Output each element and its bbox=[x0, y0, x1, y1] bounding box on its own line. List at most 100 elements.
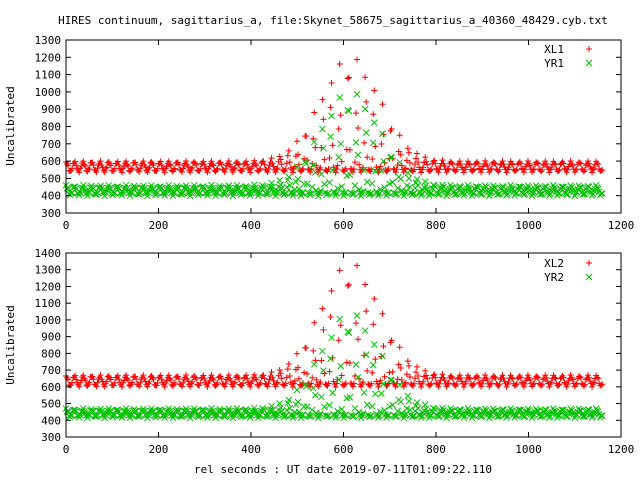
data-point-yr1 bbox=[377, 185, 384, 193]
bottom-plot-marks bbox=[62, 262, 606, 422]
data-point-yr1 bbox=[317, 187, 324, 195]
data-point-yr2 bbox=[340, 414, 348, 422]
data-point-yr2 bbox=[337, 362, 345, 370]
data-point-xl1 bbox=[300, 165, 307, 172]
data-point-xl1 bbox=[283, 160, 290, 167]
bottom-plot: 300 400 500 600 700 800 900 1000 1100 1200 1300 140… bbox=[4, 247, 634, 456]
data-point-xl1 bbox=[431, 157, 438, 164]
data-point-xl2 bbox=[319, 305, 326, 312]
data-point-xl2 bbox=[512, 382, 519, 389]
data-point-yr1 bbox=[421, 178, 429, 185]
data-point-xl1 bbox=[231, 164, 238, 171]
data-point-xl1 bbox=[432, 160, 439, 167]
data-point-xl2 bbox=[247, 383, 254, 390]
data-point-yr1 bbox=[379, 130, 386, 138]
data-point-xl1 bbox=[435, 169, 442, 176]
data-point-xl1 bbox=[103, 164, 110, 171]
data-point-xl2 bbox=[402, 379, 409, 386]
data-point-xl1 bbox=[299, 167, 306, 174]
data-point-yr2 bbox=[369, 361, 377, 369]
data-point-yr2 bbox=[92, 412, 99, 420]
data-point-xl1 bbox=[540, 162, 547, 169]
data-point-yr2 bbox=[371, 390, 379, 398]
data-point-yr1 bbox=[350, 190, 358, 197]
data-point-xl2 bbox=[150, 376, 157, 383]
data-point-xl2 bbox=[296, 375, 303, 382]
data-point-xl1 bbox=[543, 160, 550, 167]
data-point-xl1 bbox=[444, 166, 451, 173]
data-point-xl1 bbox=[377, 163, 384, 170]
data-point-yr2 bbox=[387, 376, 394, 384]
data-point-xl2 bbox=[573, 380, 580, 387]
data-point-xl2 bbox=[235, 375, 242, 382]
data-point-yr1 bbox=[301, 158, 309, 166]
data-point-xl1 bbox=[384, 167, 391, 174]
data-point-yr1 bbox=[303, 180, 311, 188]
data-point-xl2 bbox=[266, 376, 273, 383]
data-point-xl1 bbox=[319, 96, 326, 103]
data-point-xl1 bbox=[166, 161, 173, 168]
x-tick-label: 1000 bbox=[515, 443, 542, 456]
data-point-xl1 bbox=[465, 160, 472, 167]
data-point-yr2 bbox=[537, 412, 545, 420]
data-point-yr2 bbox=[310, 360, 318, 368]
y-tick-label: 1100 bbox=[35, 69, 62, 82]
data-point-xl1 bbox=[114, 158, 121, 165]
data-point-yr2 bbox=[597, 412, 605, 420]
data-point-yr2 bbox=[367, 412, 375, 420]
data-point-xl2 bbox=[548, 379, 555, 386]
data-point-yr2 bbox=[329, 389, 336, 397]
data-point-xl1 bbox=[358, 169, 365, 176]
data-point-yr1 bbox=[369, 139, 377, 147]
data-point-yr1 bbox=[396, 159, 404, 166]
data-point-xl2 bbox=[265, 380, 272, 387]
data-point-xl2 bbox=[500, 374, 507, 381]
data-point-yr2 bbox=[421, 401, 429, 409]
data-point-xl2 bbox=[454, 376, 461, 383]
data-point-yr1 bbox=[393, 190, 401, 198]
data-point-yr1 bbox=[358, 189, 366, 197]
data-point-yr1 bbox=[246, 192, 254, 199]
data-point-xl1 bbox=[355, 125, 362, 132]
data-point-yr2 bbox=[269, 406, 276, 414]
data-point-xl1 bbox=[564, 166, 571, 173]
data-point-xl2 bbox=[526, 376, 533, 383]
data-point-yr2 bbox=[507, 405, 515, 412]
data-point-xl2 bbox=[594, 374, 601, 381]
data-point-yr1 bbox=[321, 180, 328, 188]
data-point-xl1 bbox=[111, 165, 118, 172]
data-point-yr1 bbox=[360, 166, 368, 174]
data-point-xl1 bbox=[269, 160, 276, 167]
data-point-xl2 bbox=[563, 383, 570, 390]
data-point-yr2 bbox=[286, 404, 294, 412]
data-point-xl1 bbox=[321, 156, 328, 163]
data-point-xl2 bbox=[534, 373, 541, 380]
data-point-xl1 bbox=[93, 168, 100, 175]
data-point-xl1 bbox=[208, 158, 215, 165]
data-point-xl2 bbox=[530, 381, 537, 388]
data-point-yr1 bbox=[302, 160, 310, 168]
data-point-xl1 bbox=[439, 157, 446, 164]
data-point-xl2 bbox=[110, 382, 117, 389]
data-point-xl1 bbox=[548, 164, 555, 171]
data-point-xl1 bbox=[213, 166, 220, 173]
data-point-xl1 bbox=[276, 153, 283, 160]
data-point-xl2 bbox=[518, 379, 525, 386]
data-point-yr2 bbox=[559, 406, 566, 414]
data-point-xl2 bbox=[491, 373, 498, 380]
data-point-xl1 bbox=[546, 169, 553, 176]
data-point-yr1 bbox=[431, 183, 439, 191]
y-tick-label: 1000 bbox=[35, 86, 62, 99]
data-point-yr1 bbox=[361, 105, 369, 113]
data-point-xl2 bbox=[457, 375, 464, 382]
data-point-xl2 bbox=[435, 383, 442, 390]
data-point-yr2 bbox=[473, 406, 481, 414]
data-point-yr1 bbox=[300, 180, 308, 188]
data-point-yr1 bbox=[336, 94, 344, 101]
data-point-xl1 bbox=[542, 158, 549, 165]
data-point-yr2 bbox=[485, 414, 493, 422]
data-point-xl1 bbox=[552, 161, 559, 168]
data-point-xl2 bbox=[178, 383, 185, 390]
data-point-yr2 bbox=[388, 376, 395, 384]
data-point-yr1 bbox=[453, 190, 461, 198]
